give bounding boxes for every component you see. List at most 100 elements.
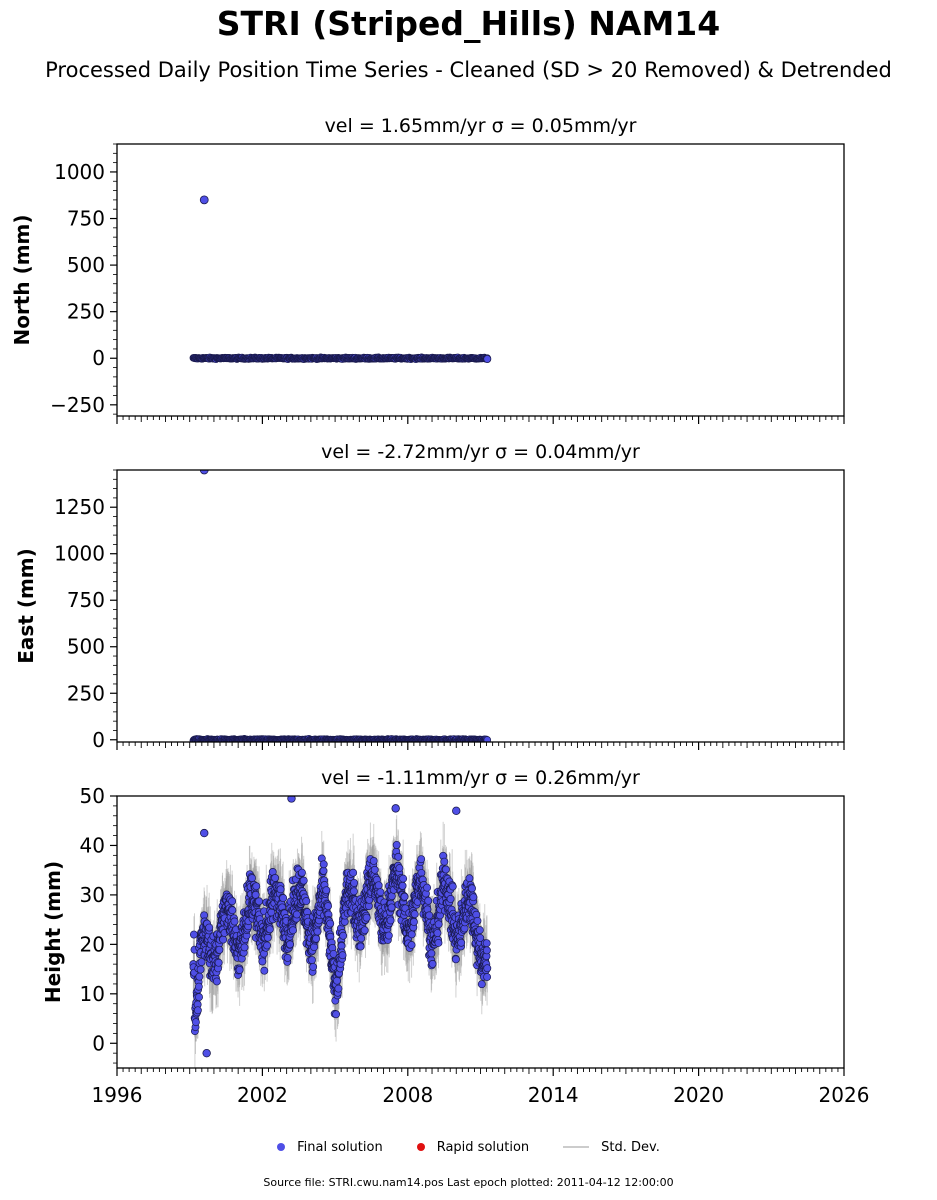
data-point — [468, 884, 476, 893]
data-point — [258, 957, 267, 966]
panel-north: −250 0 250 500 750 1000 vel = 1.65mm/yr σ = 0.… — [10, 115, 845, 424]
data-point — [394, 852, 403, 861]
legend-final-label: Final solution — [297, 1139, 383, 1155]
axes-frame — [116, 469, 845, 743]
plot-area — [189, 796, 492, 1068]
data-point — [271, 873, 280, 882]
data-point — [410, 910, 419, 919]
data-point — [337, 942, 346, 950]
data-point — [428, 960, 437, 968]
data-point — [339, 931, 348, 940]
panel-title: vel = -2.72mm/yr σ = 0.04mm/yr — [321, 441, 640, 463]
data-point — [289, 926, 297, 935]
data-point — [392, 840, 401, 849]
data-point — [482, 939, 491, 948]
data-point — [477, 980, 486, 989]
legend-final: Final solution — [277, 1140, 383, 1155]
y-axis-label: Height (mm) — [41, 861, 65, 1003]
y-tick-label: 750 — [67, 207, 105, 231]
data-point — [434, 938, 443, 947]
data-point — [469, 893, 478, 902]
data-point — [313, 927, 322, 936]
data-point — [452, 806, 461, 816]
data-point — [427, 949, 436, 958]
rapid-solution-marker-icon — [416, 1143, 425, 1151]
data-point — [475, 926, 484, 935]
legend-rapid: Rapid solution — [416, 1140, 529, 1155]
axes-frame — [116, 143, 845, 417]
data-band — [189, 353, 492, 364]
y-tick-label: 0 — [92, 1031, 105, 1055]
y-tick-label: 500 — [67, 635, 105, 659]
data-point — [215, 945, 224, 954]
data-point — [417, 855, 426, 864]
data-point — [423, 883, 432, 892]
data-point — [191, 1018, 200, 1027]
data-point — [286, 940, 294, 949]
data-point — [298, 868, 306, 877]
data-point — [399, 874, 408, 883]
y-tick-label: 40 — [80, 833, 105, 857]
data-points — [189, 796, 492, 1058]
data-point — [251, 890, 260, 899]
data-point — [260, 966, 269, 975]
data-point — [451, 955, 460, 964]
data-point — [196, 965, 205, 974]
legend: Final solution Rapid solution Std. Dev. — [0, 1135, 937, 1159]
final-solution-marker-icon — [277, 1143, 286, 1151]
data-point — [370, 865, 379, 874]
y-axis-label: North (mm) — [10, 214, 34, 345]
data-point — [319, 866, 328, 875]
data-point — [194, 982, 203, 991]
y-tick-label: −250 — [50, 393, 105, 417]
x-tick-label: 2014 — [528, 1083, 579, 1107]
data-point — [349, 868, 358, 877]
plot-area — [189, 195, 492, 364]
chart-title: STRI (Striped_Hills) NAM14 — [216, 4, 721, 43]
data-point — [448, 882, 457, 891]
data-point — [276, 885, 285, 894]
data-point — [424, 896, 433, 905]
data-point — [476, 933, 485, 942]
data-point — [235, 965, 244, 974]
y-axis-label: East (mm) — [14, 548, 38, 664]
data-point — [417, 868, 426, 877]
data-point — [265, 925, 274, 934]
y-tick-label: 30 — [80, 883, 105, 907]
y-tick-label: 0 — [92, 728, 105, 752]
data-point — [287, 796, 296, 803]
data-point — [319, 860, 328, 869]
data-point — [252, 882, 261, 891]
data-point — [400, 892, 409, 901]
data-point — [473, 916, 482, 925]
data-point — [386, 916, 395, 925]
data-point — [356, 942, 365, 951]
data-point — [350, 878, 359, 887]
data-point — [407, 930, 416, 939]
data-point — [465, 874, 474, 883]
data-point — [446, 895, 455, 903]
y-tick-label: 1000 — [54, 160, 105, 184]
data-point — [193, 1006, 202, 1015]
y-tick-label: 50 — [80, 784, 105, 808]
data-point — [441, 865, 450, 874]
data-point — [263, 941, 272, 950]
y-tick-label: 250 — [67, 300, 105, 324]
data-point — [308, 956, 316, 964]
legend-stddev-label: Std. Dev. — [601, 1139, 660, 1155]
y-tick-label: 0 — [92, 346, 105, 370]
data-point — [195, 993, 203, 1002]
data-point-outlier — [199, 470, 209, 475]
data-point — [333, 976, 342, 985]
data-point — [360, 926, 369, 935]
data-point — [434, 920, 443, 929]
data-point — [483, 354, 492, 363]
panel-height: 0 10 20 30 40 50 1996 2002 2008 2014 2020 2026 vel =… — [41, 767, 869, 1107]
panel-title: vel = -1.11mm/yr σ = 0.26mm/yr — [321, 767, 640, 789]
panel-east: 0 250 500 750 1000 1250 vel = -2.72mm/yr σ = 0… — [14, 441, 845, 752]
data-point — [349, 887, 358, 896]
data-point — [395, 864, 404, 873]
data-point — [391, 804, 400, 813]
data-point — [369, 857, 378, 865]
